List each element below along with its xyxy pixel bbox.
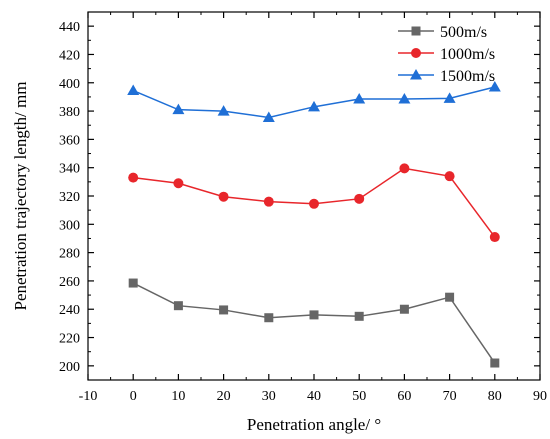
data-point	[354, 193, 365, 204]
x-tick-label: 50	[352, 389, 366, 404]
y-tick-label: 440	[59, 20, 80, 35]
data-point	[398, 93, 411, 104]
legend: 500m/s 1000m/s 1500m/s	[398, 24, 495, 85]
y-tick-label: 380	[59, 105, 80, 120]
data-point	[488, 81, 501, 92]
data-point	[353, 93, 366, 104]
x-tick-label: 0	[130, 389, 137, 404]
x-tick-label: 10	[171, 389, 185, 404]
x-tick-label: -10	[79, 389, 98, 404]
series-line	[132, 282, 496, 364]
axes: -10 0 10 20 30 40 50 60 70 80 90 200 220 240 260 280 300…	[59, 11, 547, 404]
data-point	[309, 310, 319, 320]
x-tick-label: 90	[533, 389, 547, 404]
y-tick-label: 300	[59, 218, 80, 233]
data-point	[444, 171, 455, 182]
x-tick-label: 80	[488, 389, 502, 404]
y-tick-label: 320	[59, 190, 80, 205]
data-point	[354, 311, 364, 321]
data-point	[217, 105, 230, 116]
data-point	[172, 103, 185, 115]
data-point	[264, 313, 274, 323]
data-point	[443, 92, 456, 103]
data-point	[262, 111, 275, 122]
series-1000m/s	[128, 163, 500, 243]
data-point	[490, 358, 500, 368]
x-tick-label: 30	[262, 389, 276, 404]
legend-item: 1000m/s	[398, 46, 495, 63]
legend-label: 500m/s	[440, 24, 487, 41]
legend-label: 1000m/s	[440, 46, 495, 63]
data-point	[173, 178, 184, 189]
legend-label: 1500m/s	[440, 68, 495, 85]
series-1500m/s	[127, 81, 501, 122]
legend-marker	[411, 48, 421, 58]
data-point	[128, 278, 138, 288]
legend-item: 500m/s	[398, 24, 487, 41]
x-tick-label: 70	[443, 389, 457, 404]
data-point	[309, 198, 319, 209]
series-layer	[127, 81, 501, 368]
y-tick-label: 360	[59, 133, 80, 148]
data-point	[218, 191, 229, 202]
x-tick-label: 20	[217, 389, 231, 404]
y-tick-label: 280	[59, 247, 80, 262]
y-tick-label: 220	[59, 332, 80, 347]
data-point	[308, 100, 320, 112]
y-tick-label: 240	[59, 303, 80, 318]
data-point	[173, 301, 183, 311]
y-tick-label: 260	[59, 275, 80, 290]
data-point	[399, 163, 410, 174]
legend-marker	[411, 26, 421, 36]
legend-marker	[410, 69, 422, 80]
data-point	[489, 232, 500, 243]
data-point	[128, 172, 139, 183]
y-tick-label: 400	[59, 77, 80, 92]
x-tick-label: 40	[307, 389, 321, 404]
y-tick-label: 420	[59, 48, 80, 63]
y-tick-label: 340	[59, 162, 80, 177]
y-axis-title: Penetration trajectory length/ mm	[11, 82, 30, 311]
data-point	[399, 304, 409, 314]
legend-item: 1500m/s	[398, 68, 495, 85]
x-axis-title: Penetration angle/ °	[247, 415, 381, 434]
y-tick-label: 200	[59, 360, 80, 375]
data-point	[127, 84, 140, 96]
data-point	[445, 292, 455, 302]
data-point	[219, 305, 229, 315]
x-tick-label: 60	[397, 389, 411, 404]
series-500m/s	[128, 278, 500, 368]
data-point	[263, 196, 274, 207]
